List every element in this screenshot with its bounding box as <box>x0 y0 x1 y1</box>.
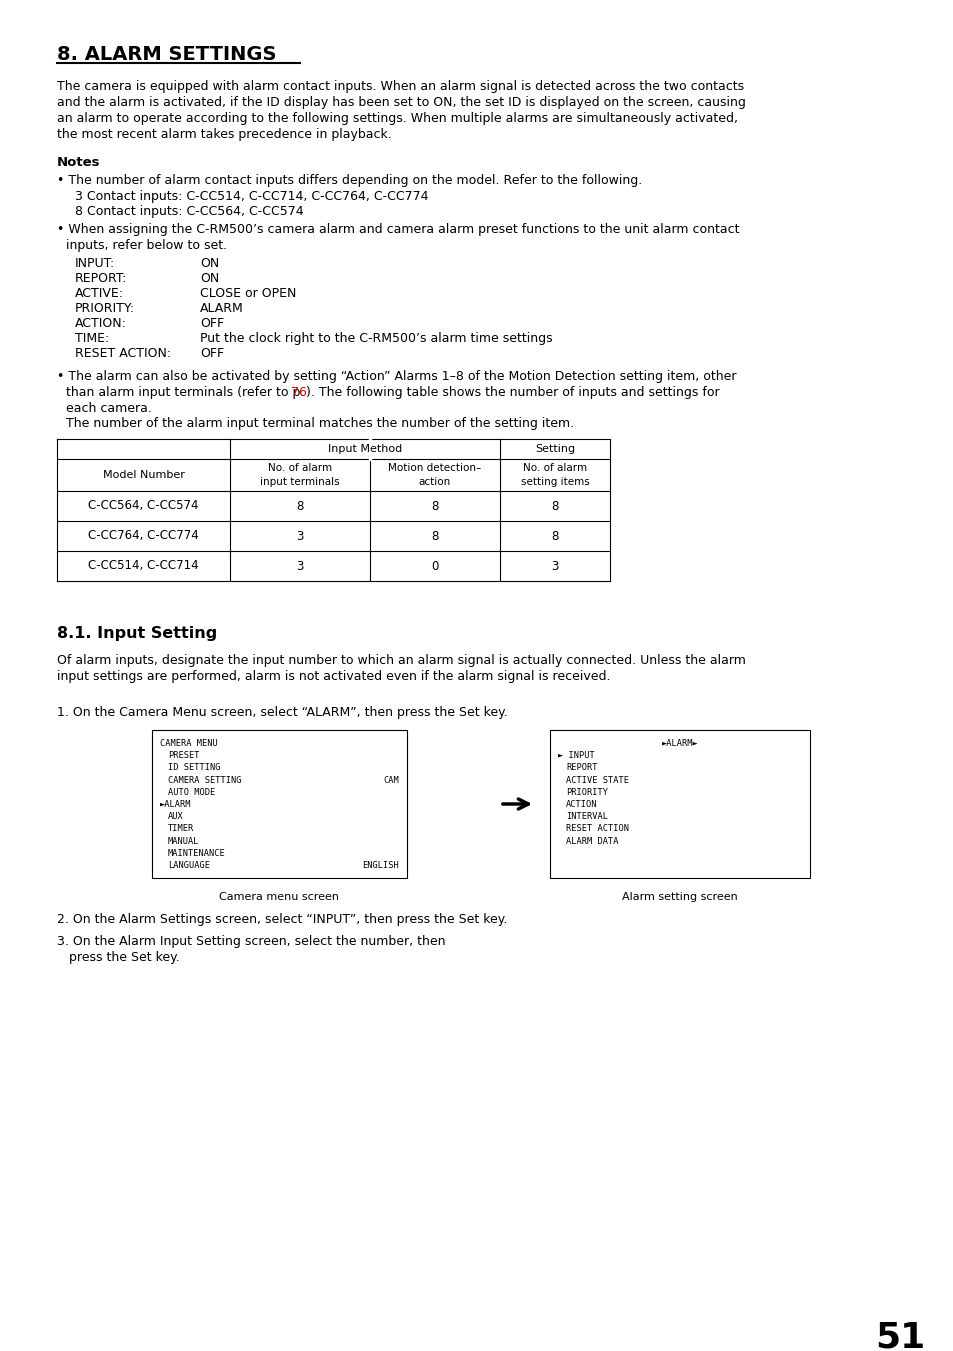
Text: PRIORITY: PRIORITY <box>565 788 607 797</box>
Text: 3. On the Alarm Input Setting screen, select the number, then: 3. On the Alarm Input Setting screen, se… <box>57 935 445 948</box>
Text: Put the clock right to the C-RM500’s alarm time settings: Put the clock right to the C-RM500’s ala… <box>200 332 552 345</box>
Text: The number of the alarm input terminal matches the number of the setting item.: The number of the alarm input terminal m… <box>66 417 574 430</box>
Text: CAMERA MENU: CAMERA MENU <box>160 739 217 748</box>
Text: ENGLISH: ENGLISH <box>362 861 398 870</box>
Text: 8. ALARM SETTINGS: 8. ALARM SETTINGS <box>57 45 276 63</box>
Text: ON: ON <box>200 257 219 270</box>
Text: ►ALARM: ►ALARM <box>160 800 192 809</box>
Text: 51: 51 <box>874 1320 924 1351</box>
Text: than alarm input terminals (refer to p.: than alarm input terminals (refer to p. <box>66 386 308 399</box>
Text: input settings are performed, alarm is not activated even if the alarm signal is: input settings are performed, alarm is n… <box>57 670 610 684</box>
Bar <box>550 730 809 878</box>
Text: 1. On the Camera Menu screen, select “ALARM”, then press the Set key.: 1. On the Camera Menu screen, select “AL… <box>57 707 507 719</box>
Text: the most recent alarm takes precedence in playback.: the most recent alarm takes precedence i… <box>57 128 392 141</box>
Text: Model Number: Model Number <box>103 470 184 480</box>
Text: 8: 8 <box>431 530 438 543</box>
Text: C-CC564, C-CC574: C-CC564, C-CC574 <box>89 500 198 512</box>
Text: 3 Contact inputs: C-CC514, C-CC714, C-CC764, C-CC774: 3 Contact inputs: C-CC514, C-CC714, C-CC… <box>75 190 428 203</box>
Text: ALARM DATA: ALARM DATA <box>565 836 618 846</box>
Text: CAM: CAM <box>383 775 398 785</box>
Text: 2. On the Alarm Settings screen, select “INPUT”, then press the Set key.: 2. On the Alarm Settings screen, select … <box>57 913 507 925</box>
Text: REPORT: REPORT <box>565 763 597 773</box>
Text: 8: 8 <box>551 500 558 512</box>
Text: • The alarm can also be activated by setting “Action” Alarms 1–8 of the Motion D: • The alarm can also be activated by set… <box>57 370 736 382</box>
Text: Notes: Notes <box>57 155 100 169</box>
Text: and the alarm is activated, if the ID display has been set to ON, the set ID is : and the alarm is activated, if the ID di… <box>57 96 745 109</box>
Text: 8 Contact inputs: C-CC564, C-CC574: 8 Contact inputs: C-CC564, C-CC574 <box>75 205 303 218</box>
Text: 8: 8 <box>296 500 303 512</box>
Text: RESET ACTION: RESET ACTION <box>565 824 628 834</box>
Text: No. of alarm
input terminals: No. of alarm input terminals <box>260 463 339 486</box>
Text: ID SETTING: ID SETTING <box>168 763 220 773</box>
Text: • The number of alarm contact inputs differs depending on the model. Refer to th: • The number of alarm contact inputs dif… <box>57 174 641 186</box>
Text: C-CC764, C-CC774: C-CC764, C-CC774 <box>88 530 198 543</box>
Text: CLOSE or OPEN: CLOSE or OPEN <box>200 286 296 300</box>
Text: AUX: AUX <box>168 812 184 821</box>
Text: RESET ACTION:: RESET ACTION: <box>75 347 171 359</box>
Text: Motion detection–
action: Motion detection– action <box>388 463 481 486</box>
Text: ON: ON <box>200 272 219 285</box>
Text: OFF: OFF <box>200 347 224 359</box>
Text: inputs, refer below to set.: inputs, refer below to set. <box>66 239 227 253</box>
Text: LANGUAGE: LANGUAGE <box>168 861 210 870</box>
Text: Input Method: Input Method <box>328 444 402 454</box>
Text: MAINTENANCE: MAINTENANCE <box>168 848 226 858</box>
Text: 8.1. Input Setting: 8.1. Input Setting <box>57 626 217 640</box>
Text: 3: 3 <box>551 559 558 573</box>
Text: The camera is equipped with alarm contact inputs. When an alarm signal is detect: The camera is equipped with alarm contac… <box>57 80 743 93</box>
Text: AUTO MODE: AUTO MODE <box>168 788 215 797</box>
Text: REPORT:: REPORT: <box>75 272 128 285</box>
Text: 76: 76 <box>291 386 307 399</box>
Text: C-CC514, C-CC714: C-CC514, C-CC714 <box>88 559 198 573</box>
Text: an alarm to operate according to the following settings. When multiple alarms ar: an alarm to operate according to the fol… <box>57 112 738 126</box>
Text: TIME:: TIME: <box>75 332 110 345</box>
Text: TIMER: TIMER <box>168 824 194 834</box>
Text: ACTION: ACTION <box>565 800 597 809</box>
Text: ► INPUT: ► INPUT <box>558 751 594 761</box>
Text: Alarm setting screen: Alarm setting screen <box>621 892 737 902</box>
Text: 3: 3 <box>296 559 303 573</box>
Text: 8: 8 <box>431 500 438 512</box>
Text: • When assigning the C-RM500’s camera alarm and camera alarm preset functions to: • When assigning the C-RM500’s camera al… <box>57 223 739 236</box>
Text: CAMERA SETTING: CAMERA SETTING <box>168 775 241 785</box>
Text: PRIORITY:: PRIORITY: <box>75 303 135 315</box>
Text: ). The following table shows the number of inputs and settings for: ). The following table shows the number … <box>306 386 719 399</box>
Text: Setting: Setting <box>535 444 575 454</box>
Text: press the Set key.: press the Set key. <box>57 951 179 965</box>
Text: INPUT:: INPUT: <box>75 257 115 270</box>
Text: PRESET: PRESET <box>168 751 199 761</box>
Text: 8: 8 <box>551 530 558 543</box>
Text: No. of alarm
setting items: No. of alarm setting items <box>520 463 589 486</box>
Text: ACTIVE:: ACTIVE: <box>75 286 124 300</box>
Text: ACTIVE STATE: ACTIVE STATE <box>565 775 628 785</box>
Text: MANUAL: MANUAL <box>168 836 199 846</box>
Text: INTERVAL: INTERVAL <box>565 812 607 821</box>
Text: ACTION:: ACTION: <box>75 317 127 330</box>
Text: 3: 3 <box>296 530 303 543</box>
Text: each camera.: each camera. <box>66 403 152 415</box>
Text: Camera menu screen: Camera menu screen <box>219 892 338 902</box>
Text: OFF: OFF <box>200 317 224 330</box>
Bar <box>152 730 407 878</box>
Text: ►ALARM►: ►ALARM► <box>661 739 698 748</box>
Text: Of alarm inputs, designate the input number to which an alarm signal is actually: Of alarm inputs, designate the input num… <box>57 654 745 667</box>
Text: ALARM: ALARM <box>200 303 244 315</box>
Text: 0: 0 <box>431 559 438 573</box>
